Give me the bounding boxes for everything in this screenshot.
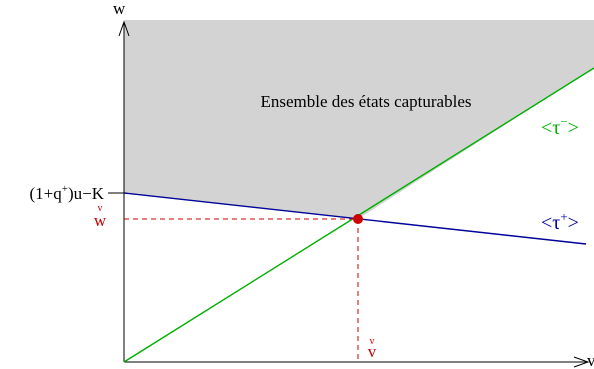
intersection-point: [353, 214, 363, 224]
y-intercept-label: (1+q+)u−K: [30, 183, 105, 203]
tau-minus-label: <τ−>: [541, 114, 579, 139]
v-check-label: v: [368, 342, 377, 361]
x-axis-arrow: [573, 356, 590, 368]
y-axis-label: w: [113, 0, 126, 18]
w-check-accent: v: [98, 203, 103, 214]
y-axis-arrow: [118, 20, 130, 37]
tau-plus-label: <τ+>: [541, 209, 579, 234]
x-axis-label: v: [587, 351, 594, 369]
capturable-region: [124, 20, 594, 219]
v-check-accent: v: [370, 336, 375, 347]
region-label: Ensemble des états capturables: [260, 92, 471, 111]
w-check-label: w: [94, 211, 107, 230]
